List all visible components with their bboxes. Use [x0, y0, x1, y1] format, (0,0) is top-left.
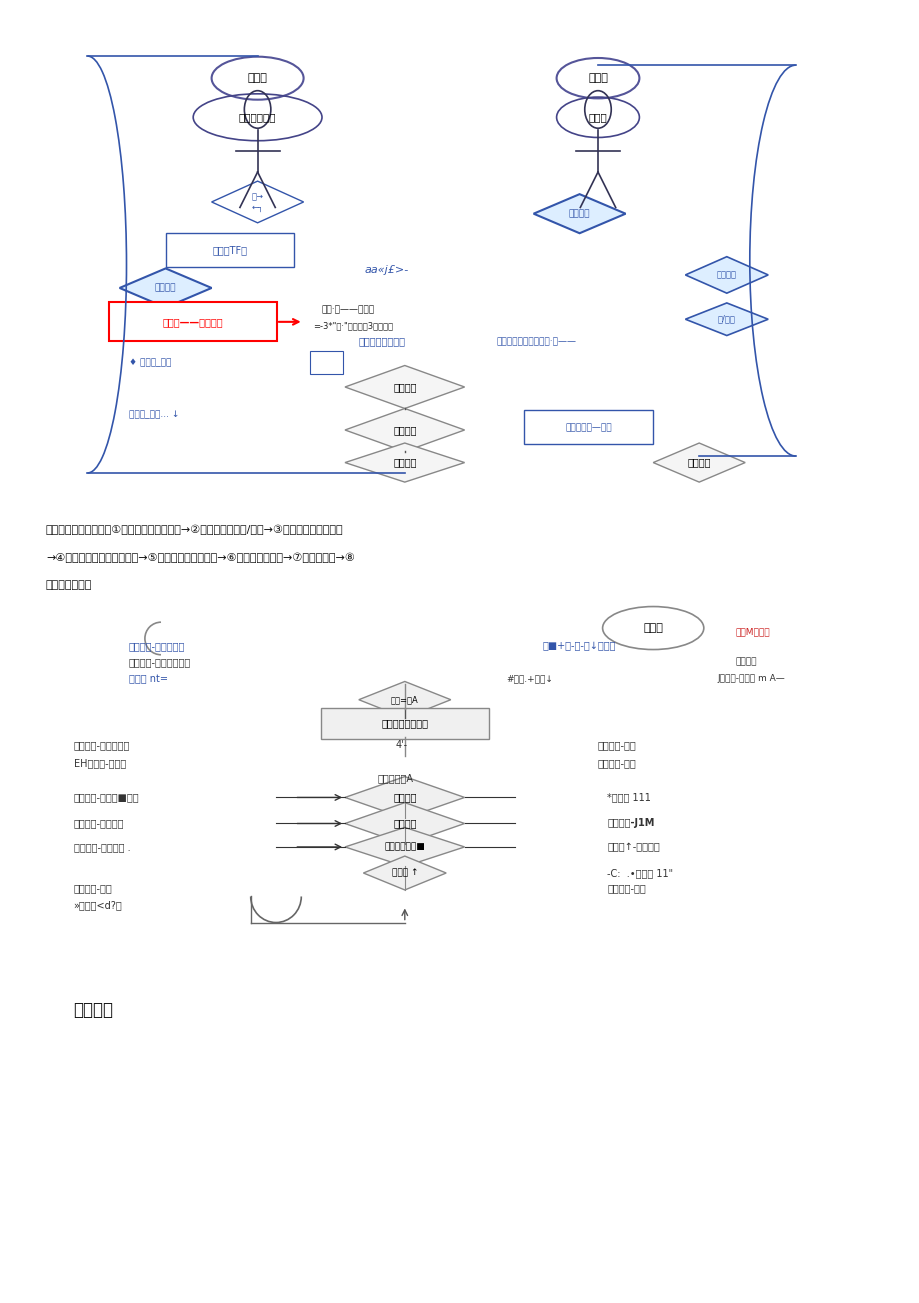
Text: 秘口托亚-无总萦单 .: 秘口托亚-无总萦单 .: [74, 842, 130, 852]
Text: 4'-: 4'-: [395, 740, 407, 751]
Text: 受益人: 受益人: [588, 112, 607, 122]
Text: 发读电文: 发读电文: [392, 792, 416, 803]
Polygon shape: [345, 366, 464, 409]
Text: 友送电金二A: 友送电金二A: [377, 773, 414, 783]
Text: 产生需要: 产生需要: [568, 210, 590, 218]
Text: 知正行: 知正行: [247, 73, 267, 83]
Text: 远期信用证议付流程：①信用证开立（远期）→②通知行来证通知/登记→③议付行出口寄单登记: 远期信用证议付流程：①信用证开立（远期）→②通知行来证通知/登记→③议付行出口寄…: [46, 525, 344, 536]
Text: 南口整松-出口郑故事改: 南口整松-出口郑故事改: [129, 657, 191, 667]
Text: 生淡折增: 生淡折增: [735, 658, 756, 666]
Text: 一淡比电文说城丁: 一淡比电文说城丁: [358, 336, 405, 347]
Text: 有口拣收-期卷: 有口拣收-期卷: [607, 883, 645, 894]
Text: 发送电文: 发送电文: [392, 425, 416, 435]
Text: 佛口质权-自口挖收蛀: 佛口质权-自口挖收蛀: [129, 641, 185, 652]
Polygon shape: [345, 777, 464, 818]
FancyBboxPatch shape: [524, 410, 652, 444]
Polygon shape: [345, 443, 464, 482]
Text: =-3*"些·"。由口初3证承证知: =-3*"些·"。由口初3证承证知: [312, 322, 392, 330]
Text: 直送=二A: 直送=二A: [391, 696, 418, 704]
Text: aa«j£>-: aa«j£>-: [364, 265, 408, 275]
Text: 发送电文（备附）: 发送电文（备附）: [380, 718, 428, 728]
Text: 产生需连: 产生需连: [716, 271, 736, 279]
Text: 产内留 ↑: 产内留 ↑: [391, 869, 417, 877]
Text: 相助·警——强达在: 相助·警——强达在: [322, 306, 375, 314]
Text: 进口代收-付款: 进口代收-付款: [597, 740, 636, 751]
Polygon shape: [345, 409, 464, 452]
Polygon shape: [345, 803, 464, 844]
Text: ♦ 暂用证_横评: ♦ 暂用证_横评: [129, 358, 171, 366]
Text: 一■+城-快-通↓代板蛀: 一■+城-快-通↓代板蛀: [542, 641, 616, 652]
Polygon shape: [652, 443, 744, 482]
Polygon shape: [358, 681, 450, 718]
Text: 发读电文: 发读电文: [392, 818, 416, 829]
Text: →④开证行进口来单来单登记→⑤开证行进口来单承兑→⑥议付行承兑登记→⑦开证行付款→⑧: →④开证行进口来单来单登记→⑤开证行进口来单承兑→⑥议付行承兑登记→⑦开证行付款…: [46, 552, 355, 563]
Polygon shape: [119, 268, 211, 308]
Text: 生列M类血由: 生列M类血由: [735, 628, 770, 636]
Text: 开证人申请人: 开证人申请人: [239, 112, 276, 122]
Text: 内口信用证一姐她原爱·俊——: 内口信用证一姐她原爱·俊——: [496, 337, 576, 345]
Text: 一→
←┐: 一→ ←┐: [251, 192, 264, 212]
Text: J堂中显-宽口种 m A—: J堂中显-宽口种 m A—: [717, 675, 785, 683]
FancyBboxPatch shape: [165, 233, 294, 267]
Text: 出口郑旭-通归及号号: 出口郑旭-通归及号号: [74, 740, 130, 751]
Text: 银行内部: 银行内部: [392, 457, 416, 468]
Polygon shape: [685, 257, 767, 293]
Text: -C:  .•行出雷 11": -C: .•行出雷 11": [607, 868, 673, 878]
Text: EH口内收-熟总显: EH口内收-熟总显: [74, 758, 126, 769]
FancyBboxPatch shape: [109, 302, 277, 341]
Polygon shape: [533, 194, 625, 233]
Text: 锐口漱 nt=: 锐口漱 nt=: [129, 674, 167, 684]
Polygon shape: [363, 856, 446, 890]
Polygon shape: [685, 304, 767, 336]
FancyBboxPatch shape: [311, 351, 342, 374]
Text: 议付行收汇解付: 议付行收汇解付: [46, 580, 92, 590]
Text: *展亡岛 111: *展亡岛 111: [607, 792, 651, 803]
FancyBboxPatch shape: [321, 708, 488, 739]
Polygon shape: [345, 827, 464, 866]
Text: 发送电文: 发送电文: [392, 382, 416, 392]
Text: 发送电文，密■: 发送电文，密■: [384, 843, 425, 851]
Text: »过口并<d?行: »过口并<d?行: [74, 900, 122, 911]
Text: 差口代收-J1M: 差口代收-J1M: [607, 818, 653, 829]
Text: 精用乐TF比: 精用乐TF比: [212, 245, 247, 255]
Text: 托收业务: 托收业务: [74, 1001, 113, 1019]
Text: 是/否接: 是/否接: [717, 315, 735, 323]
Text: 通知行: 通知行: [587, 73, 607, 83]
Text: 出口孔性-说单行记: 出口孔性-说单行记: [74, 818, 124, 829]
Text: 银行背部: 银行背部: [686, 457, 710, 468]
Text: 出口稗绿-升才: 出口稗绿-升才: [74, 883, 112, 894]
Text: 格用证_带专... ↓: 格用证_带专... ↓: [129, 410, 179, 418]
Text: 南口排校-扛承乱■付餐: 南口排校-扛承乱■付餐: [74, 792, 139, 803]
Text: 信用证——主动修改: 信用证——主动修改: [163, 317, 223, 327]
Text: 申请批准: 申请批准: [154, 284, 176, 292]
Text: 施口相收-承住: 施口相收-承住: [597, 758, 636, 769]
Text: 出口应加证—粮卷: 出口应加证—粮卷: [565, 423, 611, 431]
Text: 代收付: 代收付: [642, 623, 663, 633]
Text: #电文.+卡二↓: #电文.+卡二↓: [505, 675, 552, 683]
Text: 盘口刷↑-王股变革: 盘口刷↑-王股变革: [607, 842, 659, 852]
